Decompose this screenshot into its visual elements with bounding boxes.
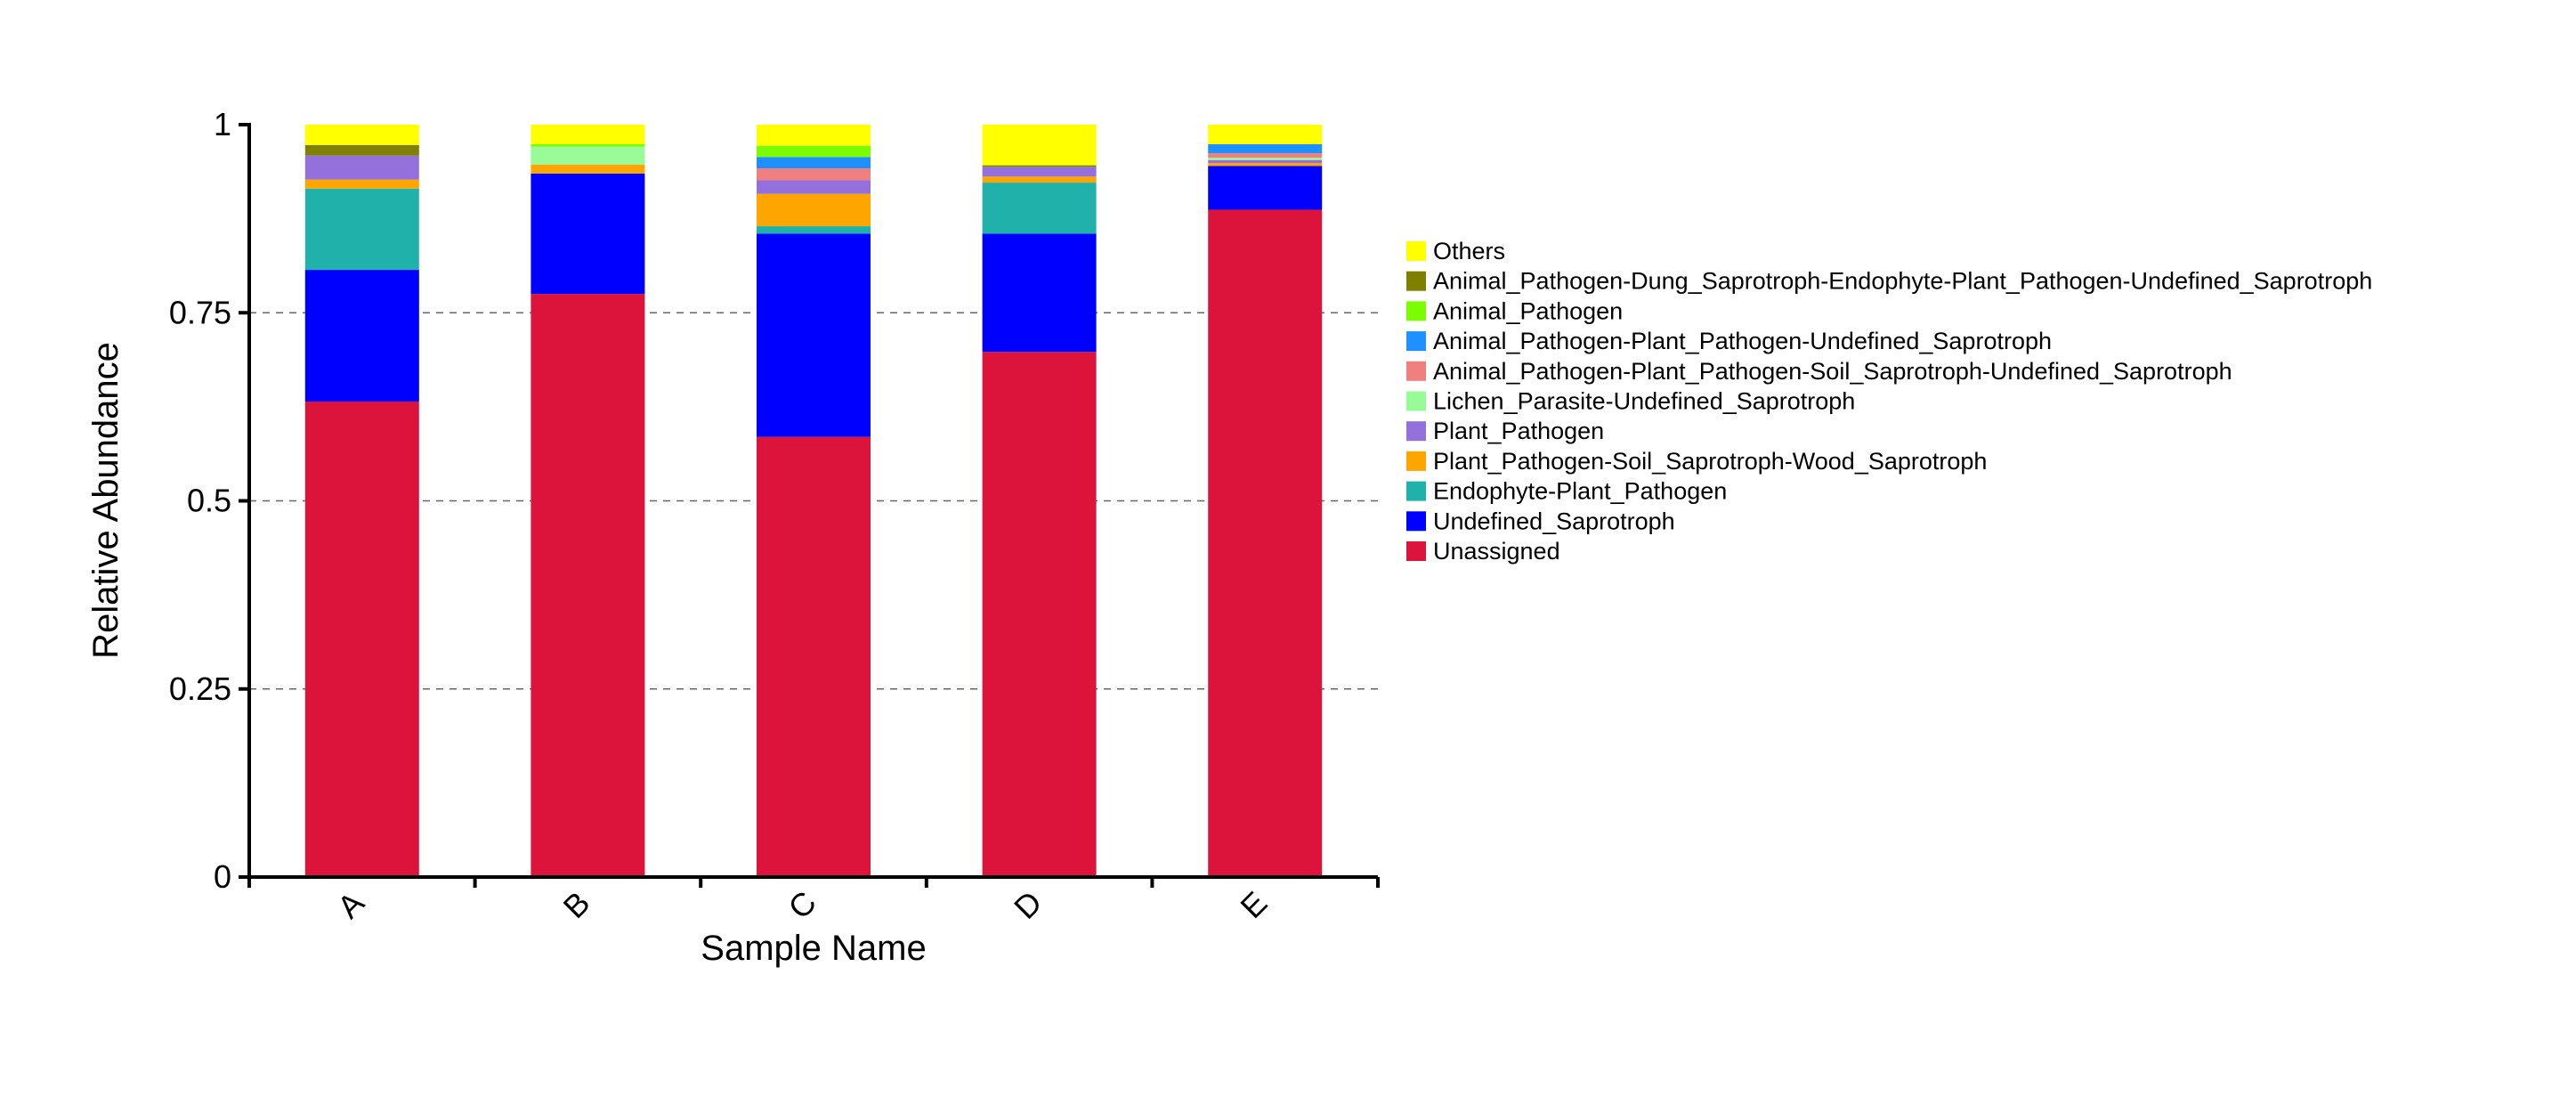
- bar-segment-c-plant-pathogen: [757, 180, 871, 194]
- x-tick-label: D: [1007, 883, 1049, 925]
- bar-segment-c-others: [757, 125, 871, 146]
- legend-label: Animal_Pathogen-Plant_Pathogen-Undefined…: [1433, 328, 2052, 354]
- bar-segment-b-unassigned: [531, 294, 645, 877]
- legend: Others Animal_Pathogen-Dung_Saprotroph-En…: [1406, 238, 2372, 565]
- bar-segment-d-endophyte-plant-pathogen: [982, 183, 1097, 234]
- x-axis-title: Sample Name: [701, 929, 926, 968]
- bar-segment-c-animal-pathogen-plant-pathogen-soil-saprotroph-undefined-saprotroph: [757, 168, 871, 181]
- bar-segment-e-animal-pathogen-plant-pathogen-undefined-saprotroph: [1208, 143, 1323, 154]
- y-tick-label: 0.5: [187, 483, 231, 519]
- x-ticks: A B C D E: [247, 877, 1380, 926]
- legend-label: Animal_Pathogen-Dung_Saprotroph-Endophyt…: [1433, 268, 2372, 295]
- bar-segment-b-lichen-parasite-undefined-saprotroph: [531, 146, 645, 165]
- bar-segment-e-animal-pathogen-plant-pathogen-soil-saprotroph-undefined-saprotroph: [1208, 153, 1323, 158]
- y-ticks: 0 0.25 0.5 0.75 1: [169, 106, 249, 895]
- bar-segment-e-plant-pathogen-soil-saprotroph-wood-saprotroph: [1208, 163, 1323, 167]
- bar-segment-d-plant-pathogen: [982, 167, 1097, 177]
- bar-segment-d-animal-pathogen-dung-saprotroph-endophyte-plant-pathogen-undefined-saprotroph: [982, 165, 1097, 167]
- bar-segment-a-plant-pathogen-soil-saprotroph-wood-saprotroph: [304, 179, 419, 189]
- bar-segment-c-unassigned: [757, 436, 871, 877]
- legend-swatch-animal-pathogen-dung-saprotroph-endophyte-plant-pathogen-undefined-saprotroph: [1406, 271, 1426, 291]
- legend-swatch-unassigned: [1406, 541, 1426, 561]
- bar-segment-c-animal-pathogen-plant-pathogen-undefined-saprotroph: [757, 157, 871, 169]
- bar-segment-c-endophyte-plant-pathogen: [757, 226, 871, 234]
- y-tick-label: 1: [214, 106, 231, 142]
- legend-swatch-endophyte-plant-pathogen: [1406, 481, 1426, 501]
- legend-label: Plant_Pathogen-Soil_Saprotroph-Wood_Sapr…: [1433, 448, 1987, 475]
- legend-label: Endophyte-Plant_Pathogen: [1433, 478, 1727, 505]
- bar-segment-a-animal-pathogen-dung-saprotroph-endophyte-plant-pathogen-undefined-saprotroph: [304, 144, 419, 156]
- x-tick-label: C: [781, 883, 822, 925]
- legend-label: Undefined_Saprotroph: [1433, 508, 1675, 534]
- bar-segment-b-plant-pathogen-soil-saprotroph-wood-saprotroph: [531, 164, 645, 174]
- legend-label: Lichen_Parasite-Undefined_Saprotroph: [1433, 388, 1855, 415]
- x-tick-label: E: [1233, 884, 1274, 925]
- x-tick-label: A: [330, 884, 371, 925]
- bar-segment-c-undefined-saprotroph: [757, 233, 871, 437]
- bar-segment-a-unassigned: [304, 401, 419, 878]
- x-tick-label: B: [556, 884, 597, 925]
- bar-segment-a-plant-pathogen: [304, 155, 419, 180]
- bar-segment-b-undefined-saprotroph: [531, 173, 645, 295]
- bar-segment-e-plant-pathogen: [1208, 159, 1323, 164]
- bar-segment-e-others: [1208, 125, 1323, 144]
- legend-label: Plant_Pathogen: [1433, 418, 1604, 444]
- bar-segment-e-lichen-parasite-undefined-saprotroph: [1208, 158, 1323, 160]
- bar-segment-c-plant-pathogen-soil-saprotroph-wood-saprotroph: [757, 193, 871, 227]
- bar-segment-a-endophyte-plant-pathogen: [304, 188, 419, 271]
- bar-segment-d-others: [982, 125, 1097, 166]
- bar-segment-c-animal-pathogen: [757, 145, 871, 158]
- bar-segment-a-others: [304, 125, 419, 145]
- legend-label: Others: [1433, 238, 1505, 264]
- bar-segment-b-animal-pathogen: [531, 143, 645, 147]
- legend-label: Animal_Pathogen-Plant_Pathogen-Soil_Sapr…: [1433, 358, 2232, 385]
- legend-swatch-animal-pathogen-plant-pathogen-undefined-saprotroph: [1406, 331, 1426, 352]
- legend-label: Animal_Pathogen: [1433, 297, 1623, 324]
- y-tick-label: 0: [214, 858, 231, 895]
- bar-segment-d-undefined-saprotroph: [982, 233, 1097, 353]
- legend-label: Unassigned: [1433, 538, 1560, 565]
- legend-swatch-others: [1406, 241, 1426, 261]
- legend-swatch-plant-pathogen: [1406, 421, 1426, 442]
- legend-swatch-animal-pathogen-plant-pathogen-soil-saprotroph-undefined-saprotroph: [1406, 361, 1426, 381]
- bars: [304, 125, 1323, 878]
- y-axis-title: Relative Abundance: [86, 342, 126, 659]
- bar-segment-d-plant-pathogen-soil-saprotroph-wood-saprotroph: [982, 176, 1097, 183]
- bar-segment-e-unassigned: [1208, 209, 1323, 878]
- bar-segment-d-unassigned: [982, 352, 1097, 877]
- legend-swatch-lichen-parasite-undefined-saprotroph: [1406, 391, 1426, 411]
- bar-segment-a-undefined-saprotroph: [304, 270, 419, 402]
- bar-segment-b-others: [531, 125, 645, 144]
- y-tick-label: 0.25: [169, 670, 231, 707]
- legend-swatch-animal-pathogen: [1406, 301, 1426, 321]
- y-tick-label: 0.75: [169, 294, 231, 330]
- legend-swatch-undefined-saprotroph: [1406, 511, 1426, 532]
- bar-segment-e-undefined-saprotroph: [1208, 166, 1323, 210]
- legend-swatch-plant-pathogen-soil-saprotroph-wood-saprotroph: [1406, 451, 1426, 471]
